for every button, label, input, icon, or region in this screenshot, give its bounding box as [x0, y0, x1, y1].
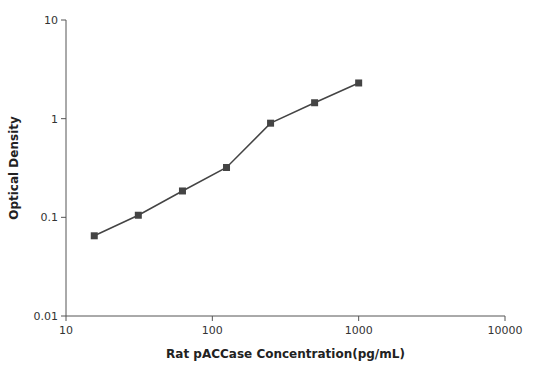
data-point — [311, 99, 318, 106]
x-axis-label: Rat pACCase Concentration(pg/mL) — [166, 347, 405, 361]
data-point — [355, 79, 362, 86]
background — [0, 0, 533, 372]
data-line — [94, 83, 358, 236]
x-tick — [358, 316, 359, 321]
y-tick — [61, 118, 66, 119]
plot-area — [91, 79, 362, 239]
x-tick — [212, 316, 213, 321]
y-tick — [61, 316, 66, 317]
data-point — [135, 212, 142, 219]
y-axis-label: Optical Density — [7, 116, 21, 220]
data-point — [223, 164, 230, 171]
data-point — [91, 232, 98, 239]
y-tick — [61, 217, 66, 218]
x-tick-label: 10000 — [488, 324, 523, 337]
y-tick-label: 0.1 — [41, 211, 59, 224]
data-point — [267, 120, 274, 127]
y-tick-label: 10 — [44, 14, 58, 27]
x-tick-label: 10 — [59, 324, 73, 337]
x-tick — [66, 316, 67, 321]
x-axis-line — [66, 316, 505, 317]
chart-container: 10 100 1000 10000 0.01 0.1 1 10 Rat pACCase Conc… — [0, 0, 533, 372]
x-tick — [505, 316, 506, 321]
y-axis-line — [66, 20, 67, 316]
chart-svg: 10 100 1000 10000 0.01 0.1 1 10 Rat pACCase Conc… — [0, 0, 533, 372]
x-tick-label: 1000 — [345, 324, 373, 337]
data-point — [179, 187, 186, 194]
y-tick — [61, 20, 66, 21]
y-tick-label: 1 — [51, 113, 58, 126]
y-tick-label: 0.01 — [34, 310, 59, 323]
x-tick-label: 100 — [202, 324, 223, 337]
